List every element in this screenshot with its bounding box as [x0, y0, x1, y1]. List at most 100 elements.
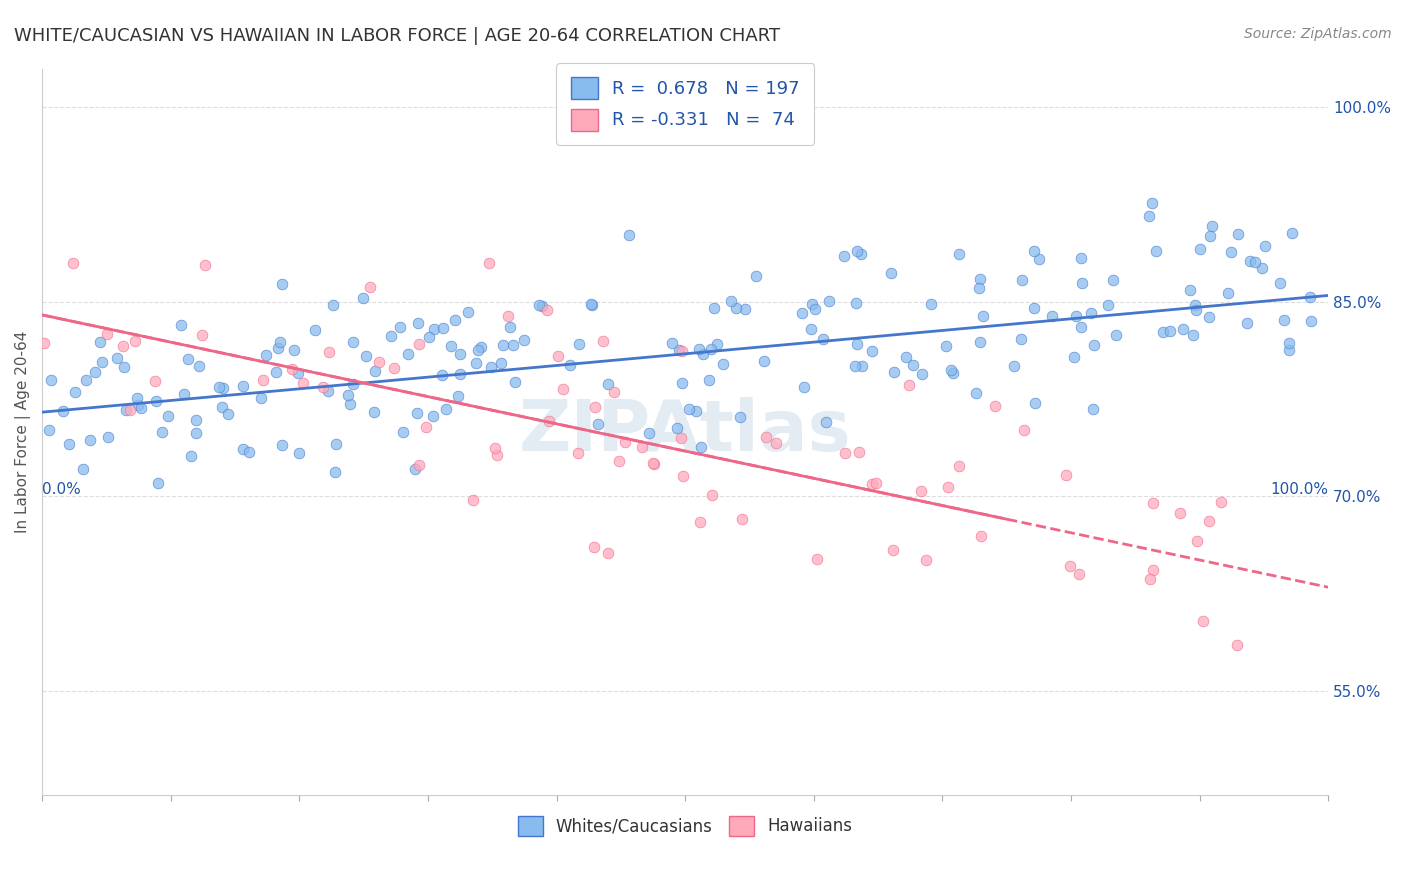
Point	[897, 378, 920, 392]
Point	[1080, 306, 1102, 320]
Point	[1054, 468, 1077, 483]
Point	[969, 335, 991, 350]
Point	[1301, 314, 1323, 328]
Point	[948, 246, 970, 260]
Point	[447, 388, 470, 402]
Point	[939, 363, 962, 377]
Point	[72, 461, 94, 475]
Point	[105, 351, 128, 365]
Point	[415, 419, 437, 434]
Point	[1142, 562, 1164, 576]
Text: Source: ZipAtlas.com: Source: ZipAtlas.com	[1244, 27, 1392, 41]
Point	[638, 425, 661, 440]
Point	[432, 320, 454, 334]
Point	[156, 409, 179, 424]
Point	[607, 453, 630, 467]
Point	[1152, 325, 1174, 339]
Point	[281, 361, 304, 376]
Point	[1022, 244, 1045, 259]
Point	[972, 310, 994, 324]
Point	[389, 319, 412, 334]
Point	[75, 373, 97, 387]
Point	[271, 438, 294, 452]
Point	[287, 366, 309, 380]
Point	[537, 414, 560, 428]
Point	[583, 400, 606, 414]
Point	[404, 462, 426, 476]
Point	[368, 355, 391, 369]
Point	[790, 306, 813, 320]
Point	[586, 417, 609, 431]
Point	[1278, 335, 1301, 350]
Point	[529, 298, 551, 312]
Point	[915, 553, 938, 567]
Point	[191, 328, 214, 343]
Text: 0.0%: 0.0%	[42, 483, 82, 498]
Point	[217, 407, 239, 421]
Point	[581, 297, 603, 311]
Point	[470, 340, 492, 354]
Point	[883, 365, 905, 379]
Point	[800, 321, 823, 335]
Point	[484, 441, 506, 455]
Point	[641, 456, 664, 470]
Point	[903, 358, 925, 372]
Point	[359, 280, 381, 294]
Point	[668, 343, 690, 358]
Point	[806, 552, 828, 566]
Point	[267, 341, 290, 355]
Text: 100.0%: 100.0%	[1270, 483, 1329, 498]
Point	[145, 393, 167, 408]
Point	[720, 294, 742, 309]
Point	[685, 404, 707, 418]
Point	[1216, 285, 1239, 300]
Point	[1198, 310, 1220, 324]
Point	[440, 339, 463, 353]
Point	[52, 403, 75, 417]
Point	[661, 336, 683, 351]
Point	[430, 368, 453, 383]
Point	[194, 258, 217, 272]
Point	[212, 381, 235, 395]
Point	[312, 380, 335, 394]
Point	[832, 249, 855, 263]
Point	[818, 293, 841, 308]
Point	[815, 415, 838, 429]
Point	[1059, 559, 1081, 574]
Point	[1189, 243, 1212, 257]
Point	[496, 309, 519, 323]
Point	[63, 385, 86, 400]
Point	[39, 373, 62, 387]
Point	[671, 376, 693, 390]
Point	[848, 445, 870, 459]
Point	[896, 351, 918, 365]
Point	[269, 335, 291, 350]
Point	[114, 403, 136, 417]
Point	[129, 401, 152, 415]
Point	[1002, 359, 1025, 374]
Point	[352, 291, 374, 305]
Point	[408, 337, 430, 351]
Point	[339, 397, 361, 411]
Point	[1226, 638, 1249, 652]
Point	[630, 440, 652, 454]
Point	[90, 355, 112, 369]
Point	[711, 357, 734, 371]
Point	[1144, 244, 1167, 258]
Point	[1028, 252, 1050, 266]
Point	[124, 334, 146, 348]
Point	[513, 334, 536, 348]
Point	[1040, 310, 1063, 324]
Point	[1298, 289, 1320, 303]
Point	[1181, 328, 1204, 343]
Point	[598, 377, 620, 392]
Point	[845, 337, 868, 351]
Point	[418, 330, 440, 344]
Point	[813, 332, 835, 346]
Point	[1083, 337, 1105, 351]
Point	[1254, 239, 1277, 253]
Point	[592, 334, 614, 348]
Point	[1081, 402, 1104, 417]
Point	[148, 475, 170, 490]
Point	[434, 401, 457, 416]
